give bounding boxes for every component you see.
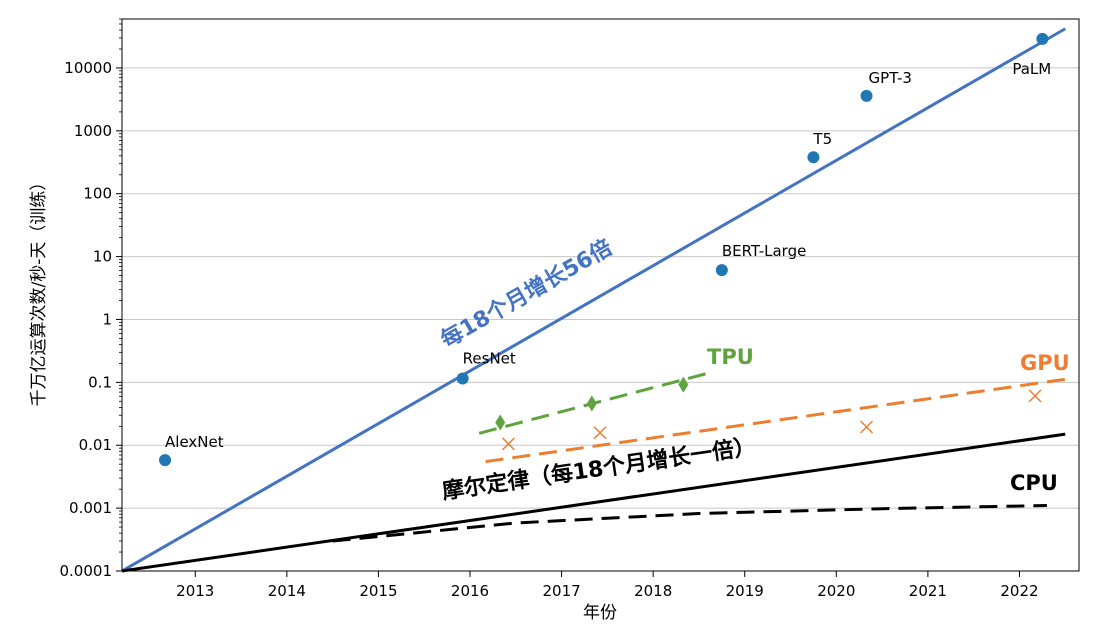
- grid-lines: [122, 67, 1079, 572]
- trend-line-moore: [121, 432, 1066, 573]
- gpu-label: GPU: [1020, 351, 1070, 375]
- tpu-point: [495, 414, 506, 431]
- gpu-point: [593, 426, 607, 440]
- x-axis-ticks: 2013 2014 2015 2016 2017 2018 2019 2020 2021 2022: [176, 571, 1039, 600]
- y-tick-label: 0.01: [79, 436, 112, 454]
- model-point: [807, 151, 820, 164]
- x-tick-label: 2022: [1000, 582, 1038, 600]
- model-label: PaLM: [1012, 60, 1051, 78]
- cpu-label: CPU: [1010, 471, 1058, 495]
- plot-frame: [121, 18, 1080, 572]
- trend-label-56x: 每18个月增长56倍: [436, 235, 616, 354]
- gpu-point: [1028, 389, 1042, 403]
- x-tick-label: 2017: [542, 582, 580, 600]
- model-point: [715, 264, 728, 277]
- y-tick-label: 10000: [64, 59, 112, 77]
- cpu-trend-line: [332, 504, 1047, 543]
- y-tick-label: 1: [102, 310, 112, 328]
- y-tick-label: 0.1: [88, 373, 112, 391]
- x-tick-label: 2019: [726, 582, 764, 600]
- tpu-point: [586, 395, 597, 412]
- y-axis-ticks: 0.0001 0.001 0.01 0.1 1 10 100 1000 10000: [60, 18, 122, 580]
- model-point: [860, 89, 873, 102]
- tpu-point: [678, 376, 689, 393]
- x-tick-label: 2018: [634, 582, 672, 600]
- tpu-label: TPU: [707, 345, 754, 369]
- gpu-trend-line: [485, 377, 1066, 464]
- y-tick-label: 1000: [74, 122, 112, 140]
- x-axis-title: 年份: [583, 603, 617, 623]
- x-tick-label: 2015: [359, 582, 397, 600]
- trend-line-56x: [121, 27, 1067, 573]
- y-tick-label: 0.0001: [60, 562, 113, 580]
- model-point: [456, 372, 469, 385]
- y-tick-label: 100: [83, 185, 112, 203]
- x-tick-label: 2016: [451, 582, 489, 600]
- gpu-point: [860, 420, 874, 434]
- x-tick-label: 2020: [817, 582, 855, 600]
- y-tick-label: 10: [93, 248, 112, 266]
- y-axis-title: 千万亿运算次数/秒-天（训练）: [29, 174, 49, 407]
- gpu-point: [501, 437, 515, 451]
- x-tick-label: 2021: [909, 582, 947, 600]
- model-point: [159, 454, 172, 467]
- x-tick-label: 2013: [176, 582, 214, 600]
- model-point: [1036, 32, 1049, 45]
- x-tick-label: 2014: [268, 582, 306, 600]
- model-label: BERT-Large: [722, 242, 807, 260]
- y-tick-label: 0.001: [69, 499, 112, 517]
- model-label: ResNet: [463, 350, 516, 368]
- model-label: AlexNet: [165, 433, 224, 451]
- model-label: GPT-3: [869, 69, 912, 87]
- model-label: T5: [812, 130, 832, 148]
